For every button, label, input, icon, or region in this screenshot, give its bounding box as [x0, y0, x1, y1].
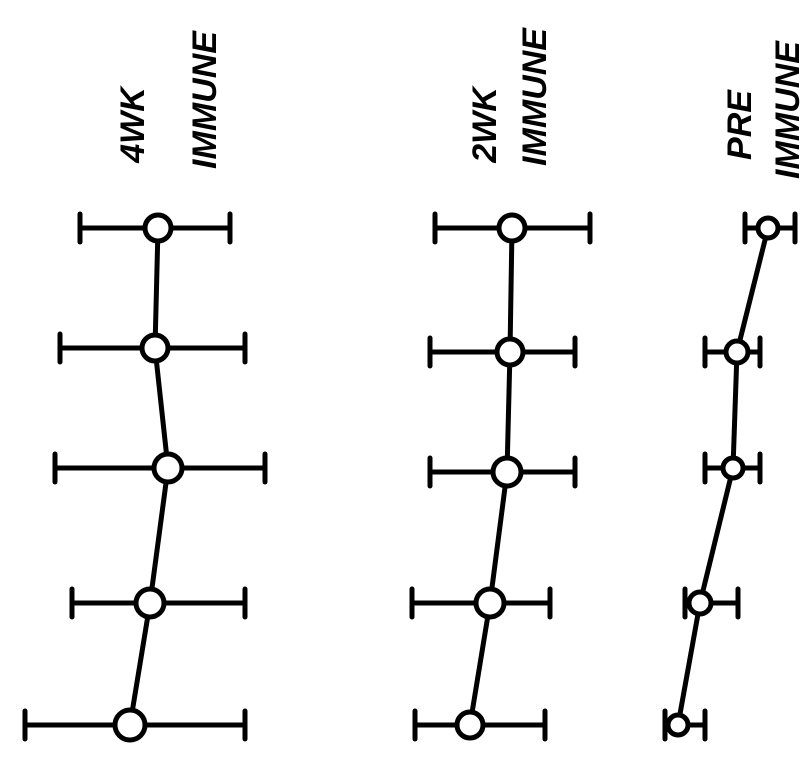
- point: [755, 215, 781, 241]
- point: [454, 709, 486, 741]
- point: [139, 332, 171, 364]
- group-sublabel: IMMUNE: [769, 40, 807, 179]
- point: [142, 212, 174, 244]
- point: [720, 455, 746, 481]
- group-sublabel: IMMUNE: [186, 30, 224, 169]
- point: [686, 589, 714, 617]
- point: [723, 338, 751, 366]
- group-sublabel: IMMUNE: [516, 27, 554, 166]
- point: [496, 212, 528, 244]
- point: [490, 455, 524, 489]
- group-label: PRE: [721, 89, 759, 160]
- point: [112, 707, 148, 743]
- point: [665, 712, 691, 738]
- group-label: 4WK: [114, 85, 152, 164]
- connector: [675, 225, 771, 728]
- point: [473, 586, 507, 620]
- point: [151, 451, 185, 485]
- point: [494, 336, 526, 368]
- point: [133, 586, 167, 620]
- drawing: [22, 211, 798, 743]
- group-label: 2WK: [466, 85, 504, 164]
